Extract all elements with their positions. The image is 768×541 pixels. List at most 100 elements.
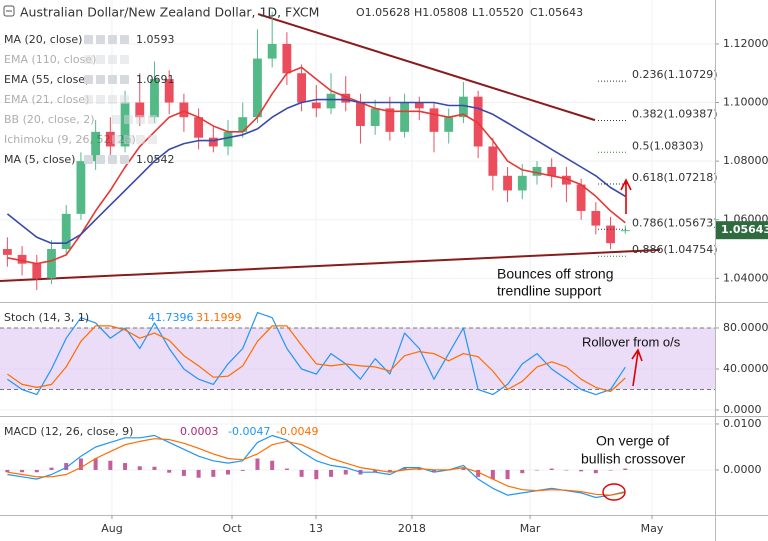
- y-tick-label: 80.0000: [723, 321, 768, 334]
- candle-body: [547, 166, 557, 176]
- indicator-value: 0.0003: [180, 425, 219, 438]
- candle-body: [385, 108, 395, 132]
- legend-icon: [96, 35, 105, 44]
- histogram-bar: [564, 469, 569, 471]
- indicator-value: 31.1999: [196, 311, 242, 324]
- legend-icon: [136, 115, 145, 124]
- candle-body: [459, 96, 468, 118]
- candle-body: [576, 184, 586, 211]
- indicator-value: 41.7396: [148, 311, 194, 324]
- legend-icon: [96, 155, 105, 164]
- legend-icon: [148, 115, 157, 124]
- candle-body: [47, 249, 56, 279]
- histogram-bar: [476, 469, 481, 477]
- candle-body: [429, 108, 439, 132]
- last-price-label: 1.05643: [721, 223, 768, 236]
- series-line: [7, 325, 626, 393]
- candle-body: [414, 102, 424, 109]
- indicator-name: MA (5, close): [4, 153, 75, 166]
- trendline: [257, 13, 596, 122]
- ohlc-value: L1.05520: [472, 6, 524, 19]
- candle-body: [282, 43, 292, 74]
- legend-icon: [96, 55, 105, 64]
- y-tick-label: 0.0000: [723, 403, 762, 416]
- chart-title: Australian Dollar/New Zealand Dollar, 1D…: [20, 5, 319, 20]
- histogram-bar: [211, 469, 216, 477]
- histogram-bar: [432, 469, 437, 473]
- histogram-bar: [137, 466, 142, 470]
- indicator-value: 1.0542: [136, 153, 175, 166]
- legend-icon: [108, 55, 117, 64]
- fib-label: 0.886(1.04754): [632, 243, 718, 256]
- indicator-name: EMA (21, close): [4, 93, 89, 106]
- collapse-icon[interactable]: [3, 5, 15, 17]
- legend-icon: [124, 115, 133, 124]
- x-tick-label: 13: [309, 522, 323, 535]
- indicator-name: Stoch (14, 3, 1): [4, 311, 89, 324]
- indicator-value: -0.0049: [276, 425, 318, 438]
- histogram-bar: [108, 460, 113, 470]
- ohlc-value: C1.05643: [530, 6, 583, 19]
- candle-body: [32, 263, 42, 279]
- candle-body: [473, 96, 483, 147]
- legend-icon: [148, 135, 157, 144]
- x-tick-label: May: [641, 522, 664, 535]
- trendline: [0, 248, 661, 282]
- histogram-bar: [623, 468, 628, 470]
- indicator-name: EMA (110, close): [4, 53, 96, 66]
- candle-body: [179, 102, 189, 118]
- histogram-bar: [520, 469, 525, 474]
- candle-body: [253, 58, 262, 118]
- candle-body: [561, 175, 571, 185]
- histogram-bar: [49, 467, 54, 470]
- indicator-name: MA (20, close): [4, 33, 82, 46]
- legend-icon: [120, 155, 129, 164]
- fib-label: 0.618(1.07218): [632, 171, 718, 184]
- x-tick-label: Aug: [101, 522, 122, 535]
- histogram-bar: [593, 469, 598, 474]
- candle-body: [532, 166, 542, 176]
- candle-body: [311, 102, 321, 109]
- histogram-bar: [196, 469, 201, 478]
- legend-icon: [120, 55, 129, 64]
- indicator-value: 1.0691: [136, 73, 175, 86]
- histogram-bar: [152, 466, 157, 470]
- legend-icon: [108, 35, 117, 44]
- annotation: trendline support: [497, 283, 601, 299]
- histogram-bar: [343, 469, 348, 475]
- candle-body: [61, 213, 71, 250]
- legend-icon: [120, 95, 129, 104]
- ohlc-value: O1.05628: [356, 6, 410, 19]
- x-tick-label: Oct: [222, 522, 242, 535]
- last-price-box: [716, 221, 768, 240]
- histogram-bar: [5, 469, 10, 473]
- series-line: [7, 434, 626, 499]
- annotation: On verge of: [596, 433, 669, 449]
- legend-icon: [108, 75, 117, 84]
- arrow: [620, 178, 632, 214]
- candle-body: [91, 131, 101, 162]
- candle-body: [356, 102, 365, 126]
- indicator-line: [6, 98, 626, 244]
- y-tick-label: 1.04000: [723, 271, 768, 284]
- indicator-value: 1.0593: [136, 33, 175, 46]
- legend-icon: [84, 95, 93, 104]
- indicator-name: EMA (55, close): [4, 73, 89, 86]
- histogram-bar: [387, 469, 392, 473]
- candle-body: [164, 79, 174, 103]
- indicator-value: -0.0047: [228, 425, 270, 438]
- histogram-bar: [226, 469, 231, 475]
- candle-body: [150, 79, 159, 118]
- fib-label: 0.786(1.05673): [632, 216, 718, 229]
- y-tick-label: 1.08000: [723, 154, 768, 167]
- fib-label: 0.5(1.08303): [632, 139, 704, 152]
- y-tick-label: 0.0100: [723, 417, 762, 430]
- legend-icon: [84, 155, 93, 164]
- ohlc-value: H1.05808: [414, 6, 468, 19]
- series-line: [7, 312, 626, 396]
- legend-icon: [96, 95, 105, 104]
- x-tick-label: Mar: [520, 522, 541, 535]
